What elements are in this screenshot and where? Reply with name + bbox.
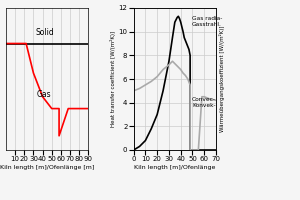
Text: Gas: Gas (37, 90, 52, 99)
Text: Solid: Solid (35, 28, 54, 37)
Y-axis label: Wärmeübergangskoeffizient [W/(m²K)]: Wärmeübergangskoeffizient [W/(m²K)] (219, 26, 225, 132)
Y-axis label: Heat transfer coefficient [W/(m²K)]: Heat transfer coefficient [W/(m²K)] (110, 31, 116, 127)
Text: Gas radia-
Gasstrahl.: Gas radia- Gasstrahl. (192, 16, 222, 27)
X-axis label: Kiln length [m]/Ofenlänge [m]: Kiln length [m]/Ofenlänge [m] (0, 165, 94, 170)
Text: Convec-
Konvek-: Convec- Konvek- (192, 97, 216, 108)
X-axis label: Kiln length [m]/Ofenlänge: Kiln length [m]/Ofenlänge (134, 165, 215, 170)
